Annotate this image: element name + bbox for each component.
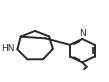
Text: HN: HN — [1, 44, 15, 53]
Text: N: N — [79, 29, 86, 38]
